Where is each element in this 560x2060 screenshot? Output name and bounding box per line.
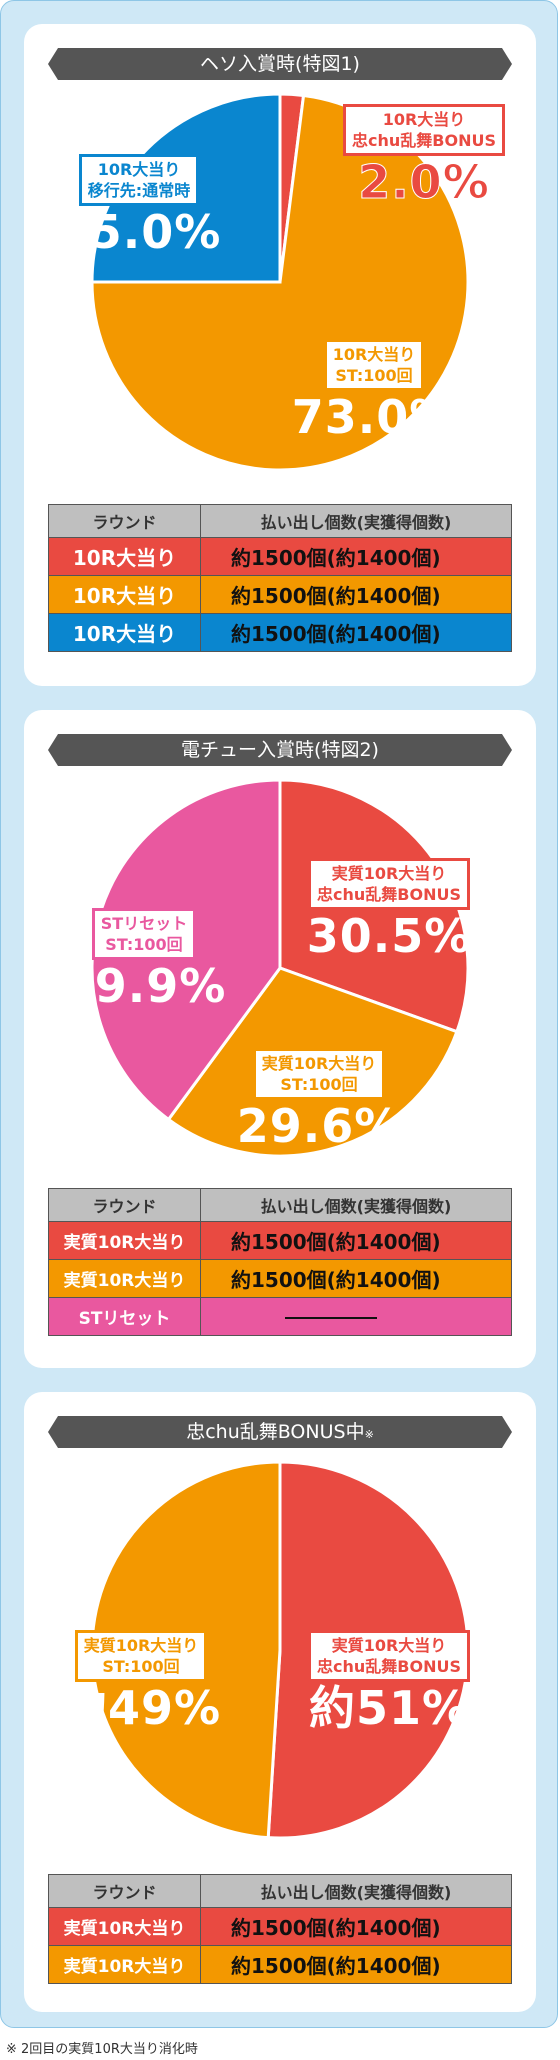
round-cell: 実質10R大当り (48, 1259, 201, 1298)
panel-bonus: 忠chu乱舞BONUS中※ 実質10R大当り 忠chu乱舞BONUS 約51% 実… (24, 1392, 536, 2012)
payout-table: ラウンド 払い出し個数(実獲得個数) 10R大当り 約1500個(約1400個) 1… (48, 504, 512, 652)
slice-label-line2: ST:100回 (335, 366, 413, 385)
slice-label-line1: 実質10R大当り (331, 864, 447, 883)
slice-label-bonus: 実質10R大当り 忠chu乱舞BONUS 30.5% (289, 858, 489, 962)
slice-label-bonus: 10R大当り忠chu乱舞BONUS 2.0% (324, 104, 524, 209)
slice-label-line1: 10R大当り (332, 345, 416, 364)
header-payout: 払い出し個数(実獲得個数) (200, 1188, 512, 1222)
table-row: 10R大当り 約1500個(約1400個) (48, 613, 512, 652)
panel-title: 電チュー入賞時(特図2) (48, 734, 512, 766)
table-row: 10R大当り 約1500個(約1400個) (48, 575, 512, 614)
table-header-row: ラウンド 払い出し個数(実獲得個数) (48, 1874, 512, 1908)
slice-label-st: 実質10R大当り ST:100回 29.6% (219, 1048, 419, 1152)
table-row: 実質10R大当り 約1500個(約1400個) (48, 1221, 512, 1260)
header-round: ラウンド (48, 1188, 201, 1222)
slice-label-line1: 実質10R大当り (261, 1054, 377, 1073)
round-cell: 10R大当り (48, 613, 201, 652)
round-cell: STリセット (48, 1297, 201, 1336)
slice-label-line2: 移行先:通常時 (87, 181, 191, 200)
header-round: ラウンド (48, 504, 201, 538)
slice-label-line2: ST:100回 (102, 1657, 180, 1676)
table-row: 実質10R大当り 約1500個(約1400個) (48, 1907, 512, 1946)
slice-label-line1: 10R大当り (97, 160, 181, 179)
slice-label-line2: 忠chu乱舞BONUS (317, 885, 461, 904)
payout-table: ラウンド 払い出し個数(実獲得個数) 実質10R大当り 約1500個(約1400個)… (48, 1874, 512, 1984)
table-row: 10R大当り 約1500個(約1400個) (48, 537, 512, 576)
slice-percent: 39.9% (61, 959, 227, 1013)
round-cell: 10R大当り (48, 537, 201, 576)
payout-cell: 約1500個(約1400個) (200, 613, 512, 652)
slice-percent: 25.0% (56, 205, 222, 259)
slice-label-normal: 10R大当り 移行先:通常時 25.0% (44, 154, 234, 258)
slice-percent: 約49% (60, 1681, 222, 1735)
slice-label-bonus: 実質10R大当り 忠chu乱舞BONUS 約51% (289, 1630, 489, 1734)
table-row: STリセット (48, 1297, 512, 1336)
panel-title: ヘソ入賞時(特図1) (48, 48, 512, 80)
footnote: ※ 2回目の実質10R大当り消化時 (6, 2042, 198, 2057)
slice-label-line2: ST:100回 (280, 1075, 358, 1094)
slice-label-line1: 実質10R大当り (83, 1636, 199, 1655)
slice-label-line2: 忠chu乱舞BONUS (317, 1657, 461, 1676)
slice-percent: 73.0% (291, 390, 457, 444)
dash-line (285, 1317, 377, 1319)
table-header-row: ラウンド 払い出し個数(実獲得個数) (48, 504, 512, 538)
panel-heso: ヘソ入賞時(特図1) 10R大当り 忠chu乱舞BONUS 2.0% 10R大当り… (24, 24, 536, 686)
payout-cell: 約1500個(約1400個) (200, 537, 512, 576)
payout-cell: 約1500個(約1400個) (200, 575, 512, 614)
panel-title-text: 忠chu乱舞BONUS中 (186, 1421, 365, 1443)
header-payout: 払い出し個数(実獲得個数) (200, 504, 512, 538)
slice-label-line1: STリセット (100, 914, 188, 933)
slice-label-st: 10R大当り ST:100回 73.0% (274, 339, 474, 443)
slice-label-line2: 忠chu乱舞BONUS (352, 131, 496, 150)
pie-chart (90, 1460, 470, 1840)
slice-label-line2: ST:100回 (105, 935, 183, 954)
payout-cell: 約1500個(約1400個) (200, 1945, 512, 1984)
round-cell: 実質10R大当り (48, 1907, 201, 1946)
payout-cell-empty (200, 1297, 512, 1336)
panel-denchu: 電チュー入賞時(特図2) 実質10R大当り 忠chu乱舞BONUS 30.5% 実… (24, 710, 536, 1368)
slice-label-line1: 実質10R大当り (331, 1636, 447, 1655)
slice-percent: 29.6% (236, 1099, 402, 1153)
header-round: ラウンド (48, 1874, 201, 1908)
slice-label-st: 実質10R大当り ST:100回 約49% (46, 1630, 236, 1734)
table-row: 実質10R大当り 約1500個(約1400個) (48, 1945, 512, 1984)
round-cell: 10R大当り (48, 575, 201, 614)
payout-cell: 約1500個(約1400個) (200, 1259, 512, 1298)
slice-label-line1: 10R大当り (382, 110, 466, 129)
slice-percent: 2.0% (358, 155, 490, 209)
round-cell: 実質10R大当り (48, 1945, 201, 1984)
slice-percent: 30.5% (306, 909, 472, 963)
payout-cell: 約1500個(約1400個) (200, 1221, 512, 1260)
payout-table: ラウンド 払い出し個数(実獲得個数) 実質10R大当り 約1500個(約1400個)… (48, 1188, 512, 1336)
panel-title-mark: ※ (364, 1428, 374, 1441)
table-row: 実質10R大当り 約1500個(約1400個) (48, 1259, 512, 1298)
header-payout: 払い出し個数(実獲得個数) (200, 1874, 512, 1908)
payout-cell: 約1500個(約1400個) (200, 1907, 512, 1946)
slice-label-reset: STリセット ST:100回 39.9% (54, 908, 234, 1012)
slice-percent: 約51% (308, 1681, 470, 1735)
table-header-row: ラウンド 払い出し個数(実獲得個数) (48, 1188, 512, 1222)
panel-title: 忠chu乱舞BONUS中※ (48, 1416, 512, 1448)
round-cell: 実質10R大当り (48, 1221, 201, 1260)
